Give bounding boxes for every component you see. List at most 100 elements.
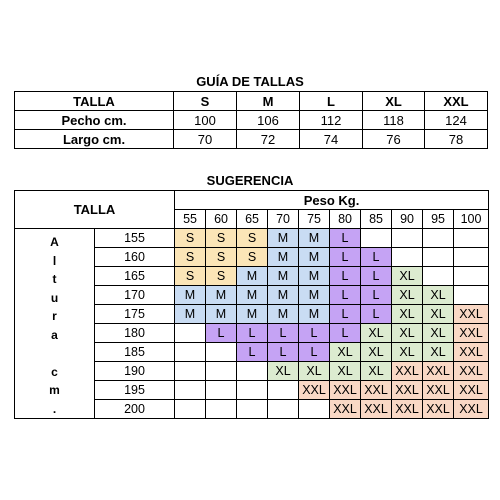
weight-header-cell: 75: [298, 209, 331, 229]
size-suggestion-cell: XXL: [329, 380, 362, 400]
size-suggestion-cell: XL: [360, 323, 393, 343]
height-cell: 170: [93, 285, 176, 305]
height-cell: 185: [93, 342, 176, 362]
size-suggestion-cell: L: [236, 342, 269, 362]
suggestion-row: 190 XL XL XL XL XXL XXL XXL: [15, 361, 490, 381]
suggestion-row: 160 S S S M M L L: [15, 247, 490, 267]
size-guide-row-label: Pecho cm.: [14, 110, 174, 130]
size-suggestion-cell: XL: [329, 361, 362, 381]
size-suggestion-cell: [267, 380, 300, 400]
size-guide-value: 72: [236, 129, 300, 149]
size-suggestion-cell: [391, 228, 424, 248]
suggestion-row: 200 XXL XXL XXL XXL XXL: [15, 399, 490, 419]
size-suggestion-cell: [205, 361, 238, 381]
size-suggestion-cell: XL: [360, 342, 393, 362]
size-suggestion-cell: L: [329, 266, 362, 286]
size-suggestion-cell: [422, 266, 455, 286]
size-suggestion-cell: XXL: [453, 323, 490, 343]
suggestion-row: 195 XXL XXL XXL XXL XXL XXL: [15, 380, 490, 400]
size-guide-value: 124: [424, 110, 488, 130]
size-suggestion-cell: [205, 399, 238, 419]
height-cell: 180: [93, 323, 176, 343]
size-suggestion-cell: L: [205, 323, 238, 343]
size-suggestion-cell: XXL: [422, 399, 455, 419]
size-guide-value: 78: [424, 129, 488, 149]
suggestion-row: 165 S S M M M L L XL: [15, 266, 490, 286]
size-suggestion-cell: [453, 285, 490, 305]
size-suggestion-cell: XXL: [453, 342, 490, 362]
size-suggestion-cell: XL: [422, 323, 455, 343]
size-suggestion-cell: M: [267, 266, 300, 286]
size-suggestion-cell: [453, 228, 490, 248]
weight-header-cell: 60: [205, 209, 238, 229]
size-suggestion-cell: M: [267, 304, 300, 324]
height-cell: 175: [93, 304, 176, 324]
size-suggestion-cell: XL: [391, 304, 424, 324]
size-suggestion-cell: M: [267, 285, 300, 305]
altura-letter: A: [50, 235, 59, 249]
size-suggestion-cell: XL: [391, 342, 424, 362]
size-guide-size: L: [299, 91, 363, 111]
size-suggestion-cell: L: [360, 285, 393, 305]
weight-header-cell: 85: [360, 209, 393, 229]
size-suggestion-cell: [360, 228, 393, 248]
size-suggestion-cell: M: [267, 247, 300, 267]
altura-letter: [16, 344, 94, 363]
size-suggestion-cell: M: [205, 304, 238, 324]
size-suggestion-cell: [236, 361, 269, 381]
suggestion-talla-label: TALLA: [13, 190, 176, 229]
height-cell: 160: [93, 247, 176, 267]
height-cell: 190: [93, 361, 176, 381]
size-suggestion-cell: XXL: [453, 399, 490, 419]
size-suggestion-cell: S: [205, 247, 238, 267]
size-suggestion-cell: XL: [298, 361, 331, 381]
altura-letter: l: [52, 253, 57, 268]
size-suggestion-cell: S: [174, 228, 207, 248]
size-guide-value: 76: [362, 129, 425, 149]
altura-letter: m: [49, 383, 60, 397]
size-suggestion-cell: XXL: [298, 380, 331, 400]
suggestion-row: 170 M M M M M L L XL XL: [15, 285, 490, 305]
altura-letter: c: [51, 364, 58, 379]
size-suggestion-cell: XXL: [422, 380, 455, 400]
size-suggestion-cell: [174, 361, 207, 381]
size-suggestion-cell: XL: [329, 342, 362, 362]
size-suggestion-cell: M: [174, 285, 207, 305]
size-suggestion-cell: XXL: [329, 399, 362, 419]
size-suggestion-cell: [174, 380, 207, 400]
suggestion-peso-label: Peso Kg.: [174, 190, 490, 210]
size-suggestion-cell: [205, 380, 238, 400]
size-suggestion-cell: M: [298, 247, 331, 267]
size-suggestion-cell: S: [174, 266, 207, 286]
size-guide-size: XXL: [424, 91, 488, 111]
size-suggestion-cell: L: [298, 323, 331, 343]
size-suggestion-cell: [391, 247, 424, 267]
size-suggestion-cell: XL: [360, 361, 393, 381]
size-suggestion-cell: XXL: [391, 399, 424, 419]
size-suggestion-cell: XL: [422, 342, 455, 362]
size-suggestion-cell: S: [205, 266, 238, 286]
size-suggestion-cell: M: [205, 285, 238, 305]
size-suggestion-cell: M: [236, 266, 269, 286]
size-suggestion-cell: XL: [267, 361, 300, 381]
size-suggestion-cell: [422, 228, 455, 248]
size-suggestion-cell: [236, 380, 269, 400]
size-suggestion-cell: L: [360, 247, 393, 267]
size-guide-title: GUÍA DE TALLAS: [196, 74, 304, 89]
size-suggestion-cell: XXL: [391, 380, 424, 400]
size-guide-header-label: TALLA: [14, 91, 174, 111]
size-suggestion-cell: XXL: [360, 380, 393, 400]
suggestion-weights-row: 55 60 65 70 75 80 85 90 95 100: [15, 209, 490, 229]
size-guide-value: 112: [299, 110, 363, 130]
weight-header-cell: 65: [236, 209, 269, 229]
size-suggestion-cell: [236, 399, 269, 419]
size-suggestion-cell: S: [236, 247, 269, 267]
size-suggestion-cell: S: [205, 228, 238, 248]
altura-letter: a: [51, 327, 58, 342]
altura-letter: .: [52, 401, 57, 416]
size-suggestion-cell: L: [329, 247, 362, 267]
weight-header-cell: 100: [453, 209, 490, 229]
size-suggestion-cell: M: [236, 285, 269, 305]
size-suggestion-cell: S: [174, 247, 207, 267]
